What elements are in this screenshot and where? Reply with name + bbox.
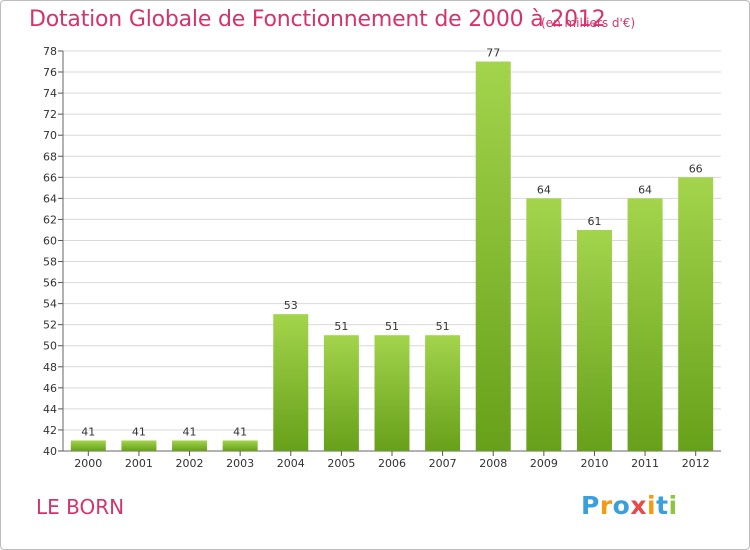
x-tick-label: 2010 [580,457,608,470]
y-tick-label: 74 [43,87,57,100]
y-tick-label: 62 [43,213,57,226]
x-tick-label: 2004 [277,457,305,470]
x-tick-label: 2000 [74,457,102,470]
logo-letter: i [647,491,657,520]
x-tick-label: 2009 [530,457,558,470]
x-tick-label: 2003 [226,457,254,470]
bars [70,61,714,452]
x-tick-label: 2007 [429,457,457,470]
y-tick-label: 70 [43,129,57,142]
logo-letter: x [630,491,647,520]
y-tick-label: 72 [43,108,57,121]
y-tick-label: 40 [43,445,57,458]
y-tick-label: 60 [43,234,57,247]
bar-2005 [323,335,359,451]
data-label-2001: 41 [132,425,146,438]
y-tick-label: 66 [43,171,57,184]
y-tick-label: 52 [43,319,57,332]
data-label-2002: 41 [183,425,197,438]
place-name: LE BORN [36,495,125,519]
y-tick-label: 68 [43,150,57,163]
y-tick-label: 54 [43,298,57,311]
logo-letter: o [612,491,631,520]
bar-2001 [121,440,157,451]
logo-letter: P [581,491,600,520]
y-tick-label: 50 [43,340,57,353]
data-label-2003: 41 [233,425,247,438]
data-label-2009: 64 [537,183,551,196]
data-labels: 41 41 41 41 53 51 51 51 77 64 61 64 66 [81,47,702,439]
bar-2008 [475,61,511,452]
chart-title: Dotation Globale de Fonctionnement de 20… [29,7,606,32]
bar-2010 [576,229,612,451]
x-tick-labels: 2000 2001 2002 2003 2004 2005 2006 2007 2008 2009… [74,457,709,470]
y-tick-label: 44 [43,403,57,416]
y-tick-label: 46 [43,382,57,395]
x-tick-label: 2012 [682,457,710,470]
y-tick-label: 42 [43,424,57,437]
y-tick-label: 58 [43,256,57,269]
bar-2011 [627,198,663,451]
data-label-2008: 77 [486,47,500,60]
data-label-2005: 51 [334,320,348,333]
bar-2002 [172,440,208,451]
x-tick-label: 2005 [327,457,355,470]
data-label-2011: 64 [638,183,652,196]
x-tick-label: 2008 [479,457,507,470]
bar-2006 [374,335,410,451]
proxiti-logo[interactable]: Proxiti [581,491,678,520]
y-tick-label: 64 [43,192,57,205]
data-label-2012: 66 [689,162,703,175]
y-tick-label: 48 [43,361,57,374]
bar-2009 [526,198,562,451]
data-label-2010: 61 [587,215,601,228]
bar-2000 [70,440,106,451]
data-label-2006: 51 [385,320,399,333]
y-tick-label: 76 [43,66,57,79]
bar-2004 [273,314,309,451]
x-tick-label: 2001 [125,457,153,470]
bar-2012 [678,177,714,451]
x-tick-label: 2011 [631,457,659,470]
y-tick-label: 78 [43,45,57,58]
logo-letter: i [668,491,678,520]
logo-letter: t [656,491,669,520]
data-label-2007: 51 [436,320,450,333]
y-tick-labels: 40 42 44 46 48 50 52 54 56 58 60 62 64 66 68 70 72 74 76 78 [43,45,57,458]
chart-subtitle: (en milliers d'€) [541,16,636,30]
x-tick-label: 2006 [378,457,406,470]
bar-2003 [222,440,258,451]
bar-2007 [425,335,461,451]
data-label-2000: 41 [81,425,95,438]
x-tick-label: 2002 [176,457,204,470]
logo-letter: r [599,491,613,520]
data-label-2004: 53 [284,299,298,312]
y-tick-label: 56 [43,277,57,290]
